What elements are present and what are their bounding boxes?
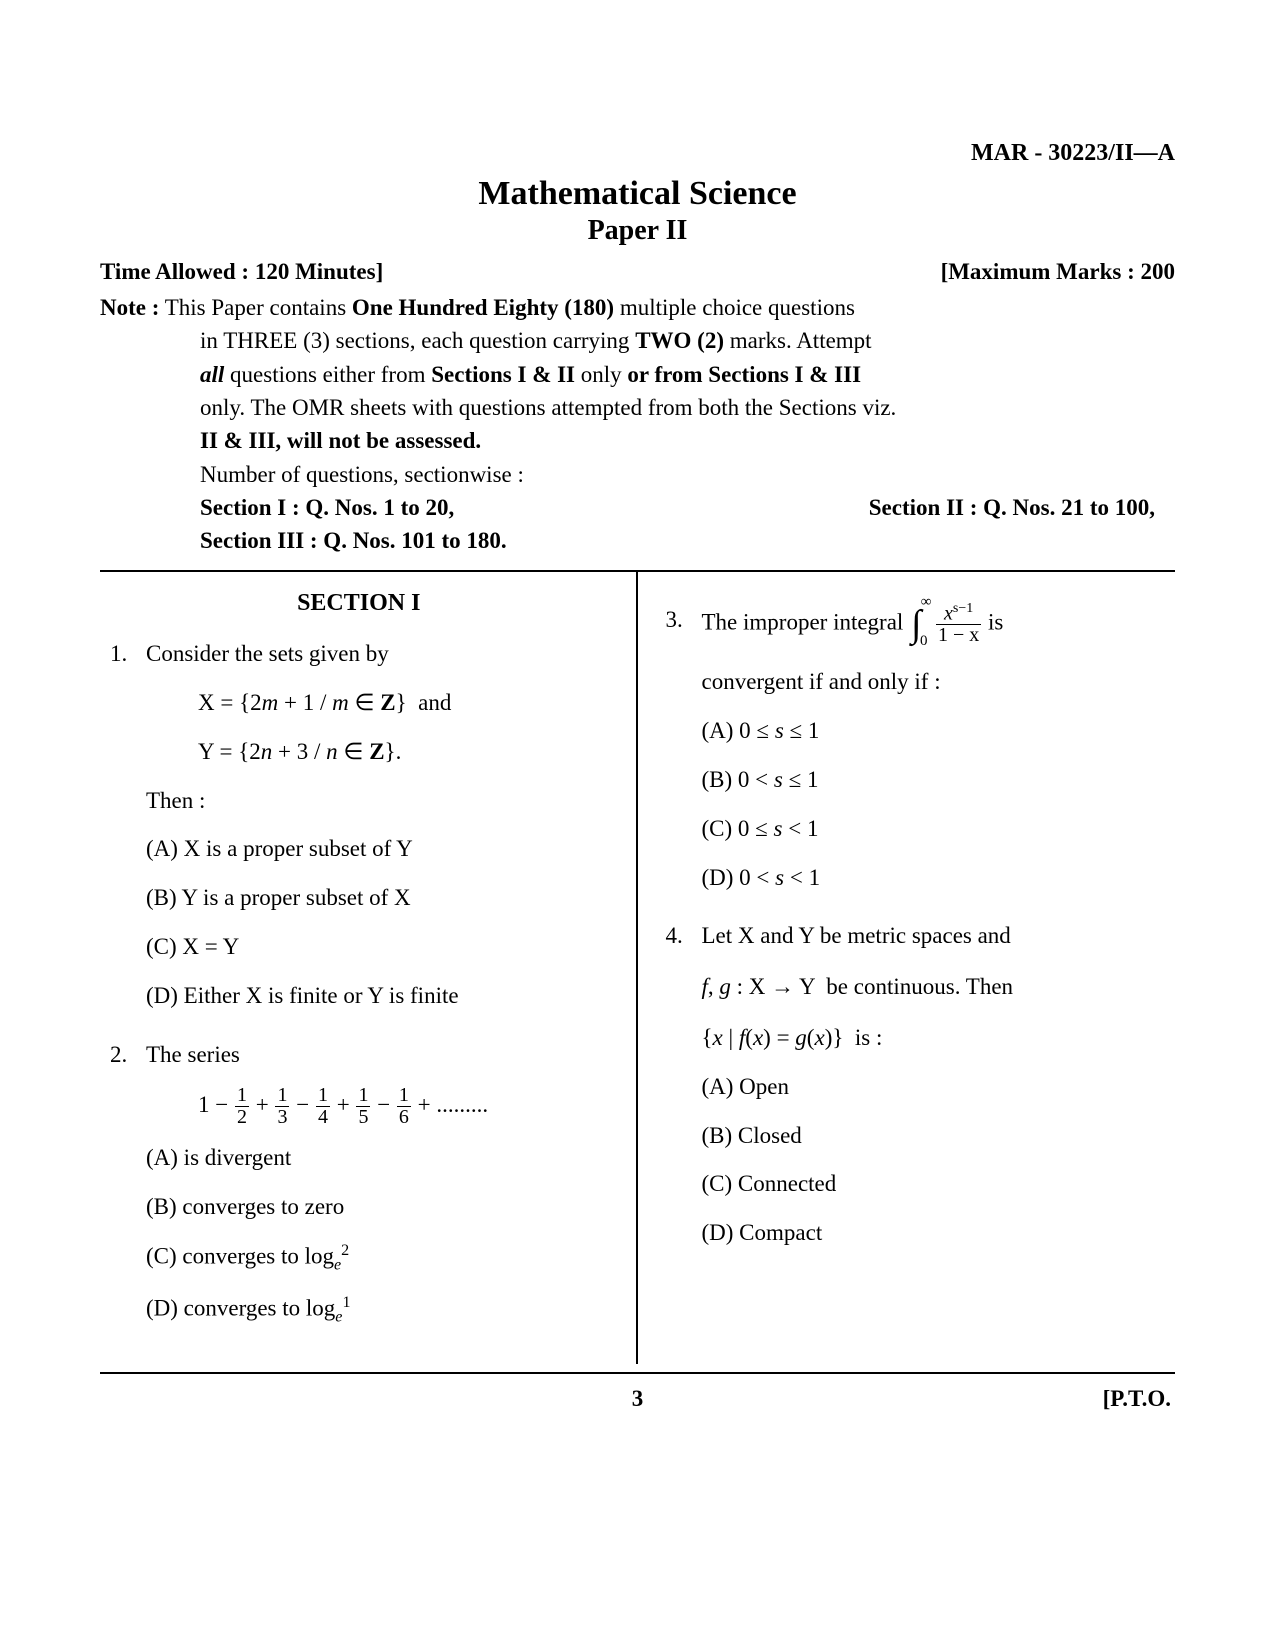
text: The improper integral: [702, 609, 910, 634]
note-text: all: [200, 362, 224, 387]
option-d: (D) Either X is finite or Y is finite: [146, 978, 608, 1015]
question-3: 3. The improper integral ∫ ∞ 0 xs−1 1 − …: [666, 602, 1166, 909]
column-left: SECTION I 1. Consider the sets given by …: [100, 572, 638, 1364]
numerator: x: [944, 602, 953, 624]
question-body: Consider the sets given by X = {2m + 1 /…: [146, 636, 608, 1026]
note-text: TWO (2): [635, 328, 724, 353]
question-text: Then :: [146, 783, 608, 820]
note-text: or from Sections I & III: [627, 362, 861, 387]
integral-icon: ∫ ∞ 0: [911, 605, 921, 643]
math-series: 1 − 12 + 13 − 14 + 15 − 16 + .........: [146, 1085, 608, 1128]
note-text: One Hundred Eighty (180): [352, 295, 614, 320]
section-range: Section I : Q. Nos. 1 to 20,: [200, 491, 454, 524]
note-text: in THREE (3) sections, each question car…: [200, 328, 635, 353]
option-text: (D) converges to log: [146, 1296, 335, 1321]
question-text: Consider the sets given by: [146, 636, 608, 673]
options: (A) 0 ≤ s ≤ 1 (B) 0 < s ≤ 1 (C) 0 ≤ s < …: [702, 713, 1166, 896]
options: (A) Open (B) Closed (C) Connected (D) Co…: [702, 1069, 1166, 1252]
option-c: (C) X = Y: [146, 929, 608, 966]
page-footer: 3 [P.T.O.: [100, 1386, 1175, 1412]
note-text: only: [575, 362, 627, 387]
superscript: 1: [342, 1294, 350, 1311]
max-marks: [Maximum Marks : 200: [941, 259, 1175, 285]
limit-bottom: 0: [920, 634, 928, 649]
note-text: II & III, will not be assessed.: [100, 424, 1175, 457]
denominator: 1 − x: [936, 625, 981, 646]
superscript: s−1: [953, 601, 973, 616]
question-text: {x | f(x) = g(x)} is :: [702, 1020, 1166, 1057]
note-text: This Paper contains: [165, 295, 352, 320]
exam-page: MAR - 30223/II—A Mathematical Science Pa…: [0, 0, 1275, 1650]
question-text: The improper integral ∫ ∞ 0 xs−1 1 − x i…: [702, 602, 1166, 647]
question-4: 4. Let X and Y be metric spaces and f, g…: [666, 918, 1166, 1264]
note-block: Note : This Paper contains One Hundred E…: [100, 291, 1175, 558]
superscript: 2: [341, 1242, 349, 1259]
time-allowed: Time Allowed : 120 Minutes]: [100, 259, 383, 285]
question-2: 2. The series 1 − 12 + 13 − 14 + 15 − 16…: [110, 1037, 608, 1342]
option-a: (A) X is a proper subset of Y: [146, 831, 608, 868]
math-line: Y = {2n + 3 / n ∈ Z}.: [146, 734, 608, 771]
option-b: (B) Y is a proper subset of X: [146, 880, 608, 917]
option-a: (A) 0 ≤ s ≤ 1: [702, 713, 1166, 750]
option-d: (D) Compact: [702, 1215, 1166, 1252]
question-text: f, g : X → Y be continuous. Then: [702, 969, 1166, 1006]
option-b: (B) 0 < s ≤ 1: [702, 762, 1166, 799]
section-range: Section III : Q. Nos. 101 to 180.: [100, 524, 1175, 557]
divider: [100, 1372, 1175, 1374]
option-text: (C) converges to log: [146, 1244, 334, 1269]
pto-label: [P.T.O.: [1103, 1386, 1171, 1412]
page-number: 3: [632, 1386, 644, 1412]
note-label: Note :: [100, 295, 159, 320]
option-a: (A) is divergent: [146, 1140, 608, 1177]
question-text: convergent if and only if :: [702, 664, 1166, 701]
question-1: 1. Consider the sets given by X = {2m + …: [110, 636, 608, 1026]
text: is: [988, 609, 1003, 634]
fraction: xs−1 1 − x: [936, 602, 981, 647]
column-right: 3. The improper integral ∫ ∞ 0 xs−1 1 − …: [638, 572, 1176, 1364]
note-text: Sections I & II: [431, 362, 575, 387]
option-c: (C) Connected: [702, 1166, 1166, 1203]
meta-row: Time Allowed : 120 Minutes] [Maximum Mar…: [100, 259, 1175, 285]
paper-subtitle: Paper II: [100, 215, 1175, 247]
paper-title: Mathematical Science: [100, 175, 1175, 213]
note-text: only. The OMR sheets with questions atte…: [100, 391, 1175, 424]
exam-code: MAR - 30223/II—A: [100, 140, 1175, 167]
option-d: (D) 0 < s < 1: [702, 860, 1166, 897]
section-range: Section II : Q. Nos. 21 to 100,: [869, 491, 1155, 524]
question-text: The series: [146, 1037, 608, 1074]
note-text: multiple choice questions: [614, 295, 855, 320]
option-c: (C) converges to loge2: [146, 1238, 608, 1278]
math-line: X = {2m + 1 / m ∈ Z} and: [146, 685, 608, 722]
note-text: questions either from: [224, 362, 431, 387]
option-b: (B) converges to zero: [146, 1189, 608, 1226]
question-body: The series 1 − 12 + 13 − 14 + 15 − 16 + …: [146, 1037, 608, 1342]
limit-top: ∞: [921, 595, 932, 610]
option-b: (B) Closed: [702, 1118, 1166, 1155]
option-d: (D) converges to loge1: [146, 1290, 608, 1330]
question-columns: SECTION I 1. Consider the sets given by …: [100, 572, 1175, 1364]
question-body: Let X and Y be metric spaces and f, g : …: [702, 918, 1166, 1264]
question-number: 2.: [110, 1037, 146, 1342]
question-number: 1.: [110, 636, 146, 1026]
options: (A) X is a proper subset of Y (B) Y is a…: [146, 831, 608, 1014]
question-number: 4.: [666, 918, 702, 1264]
option-c: (C) 0 ≤ s < 1: [702, 811, 1166, 848]
note-text: marks. Attempt: [724, 328, 872, 353]
question-body: The improper integral ∫ ∞ 0 xs−1 1 − x i…: [702, 602, 1166, 909]
note-text: Number of questions, sectionwise :: [100, 458, 1175, 491]
options: (A) is divergent (B) converges to zero (…: [146, 1140, 608, 1330]
section-heading: SECTION I: [110, 584, 608, 622]
option-a: (A) Open: [702, 1069, 1166, 1106]
question-number: 3.: [666, 602, 702, 909]
question-text: Let X and Y be metric spaces and: [702, 918, 1166, 955]
